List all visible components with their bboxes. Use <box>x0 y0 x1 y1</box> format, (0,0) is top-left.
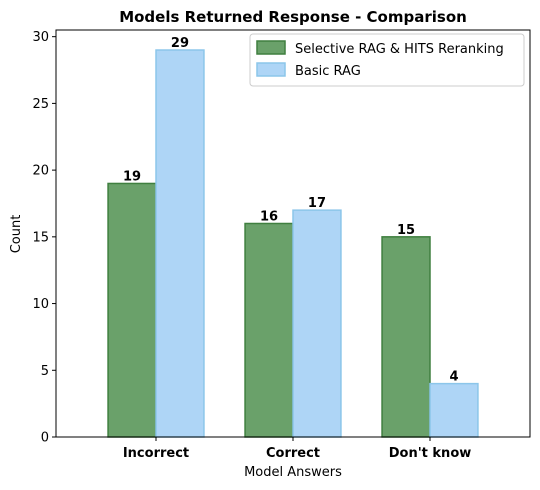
x-tick-label: Incorrect <box>123 446 189 461</box>
legend-swatch-selective-rag <box>256 40 286 55</box>
data-labels: 19 16 15 29 17 4 <box>123 36 459 385</box>
x-axis-label: Model Answers <box>244 465 342 480</box>
y-axis-label: Count <box>9 215 24 254</box>
x-tick-label: Correct <box>266 446 320 461</box>
data-label: 16 <box>260 209 278 224</box>
y-tick-label: 15 <box>32 230 49 245</box>
chart-title: Models Returned Response - Comparison <box>119 8 467 26</box>
legend: Selective RAG & HITS Reranking Basic RAG <box>249 33 525 87</box>
data-label: 17 <box>308 196 326 211</box>
y-tick-label: 25 <box>32 97 49 112</box>
y-tick-label: 20 <box>32 164 49 179</box>
x-axis-ticks: Incorrect Correct Don't know <box>123 437 471 461</box>
x-tick-label: Don't know <box>389 446 472 461</box>
bar-basic-rag-1 <box>292 209 342 438</box>
y-tick-label: 5 <box>41 364 49 379</box>
data-label: 19 <box>123 169 141 184</box>
y-axis-ticks: 0 5 10 15 20 25 30 <box>32 30 56 446</box>
data-label: 4 <box>449 370 458 385</box>
bar-basic-rag-0 <box>155 49 205 438</box>
legend-label-basic-rag: Basic RAG <box>295 64 361 79</box>
legend-label-selective-rag: Selective RAG & HITS Reranking <box>295 42 504 57</box>
y-tick-label: 30 <box>32 30 49 45</box>
bar-selective-rag-0 <box>107 182 157 438</box>
bar-basic-rag-2 <box>429 382 479 438</box>
y-tick-label: 10 <box>32 297 49 312</box>
legend-frame <box>249 33 525 87</box>
bar-selective-rag-2 <box>381 236 431 438</box>
bar-selective-rag-1 <box>244 222 294 438</box>
legend-swatch-basic-rag <box>256 62 286 77</box>
data-label: 15 <box>397 223 415 238</box>
data-label: 29 <box>171 36 189 51</box>
plot-frame <box>55 29 531 438</box>
bars <box>107 49 479 438</box>
y-tick-label: 0 <box>41 431 49 446</box>
